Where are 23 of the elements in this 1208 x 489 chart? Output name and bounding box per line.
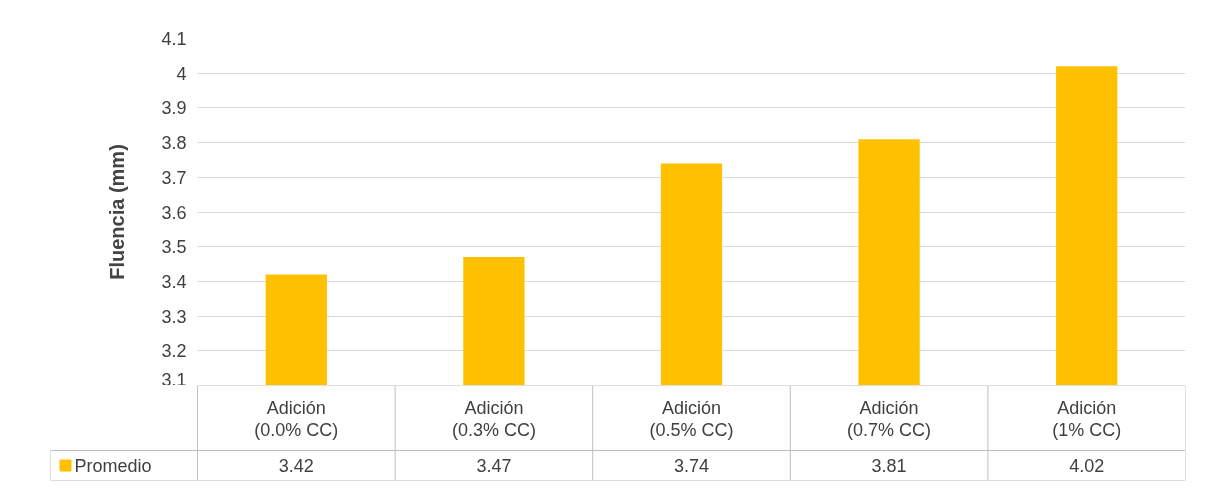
data-label: 3.74 — [673, 456, 710, 476]
y-tick-label: 3.2 — [161, 341, 187, 362]
y-tick-label: 3.7 — [161, 167, 187, 188]
y-tick-label: 4.1 — [161, 29, 187, 49]
y-tick-label: 3.6 — [161, 202, 187, 223]
data-label: 3.47 — [476, 456, 512, 476]
y-tick-label: 3.1 — [161, 369, 187, 390]
data-label: 3.81 — [871, 456, 907, 476]
y-tick-label: 4 — [176, 63, 187, 84]
x-tick-label: Adición (0.3% CC) — [451, 397, 536, 440]
y-tick-label: 3.4 — [161, 271, 187, 292]
y-axis-title: Fluencia (mm) — [106, 144, 129, 280]
x-tick-label: Adición (0.0% CC) — [254, 397, 339, 440]
x-tick-label: Adición (0.7% CC) — [847, 397, 932, 440]
x-tick-label: Adición (1% CC) — [1052, 397, 1122, 440]
y-tick-label: 3.5 — [161, 237, 187, 258]
data-label: 3.42 — [278, 456, 314, 476]
y-tick-label: 3.3 — [161, 306, 187, 327]
legend-label: Promedio — [74, 455, 152, 476]
y-tick-label: 3.8 — [161, 133, 187, 154]
y-tick-label: 3.9 — [161, 98, 187, 119]
data-label: 4.02 — [1069, 456, 1105, 476]
x-tick-label: Adición (0.5% CC) — [649, 397, 734, 440]
